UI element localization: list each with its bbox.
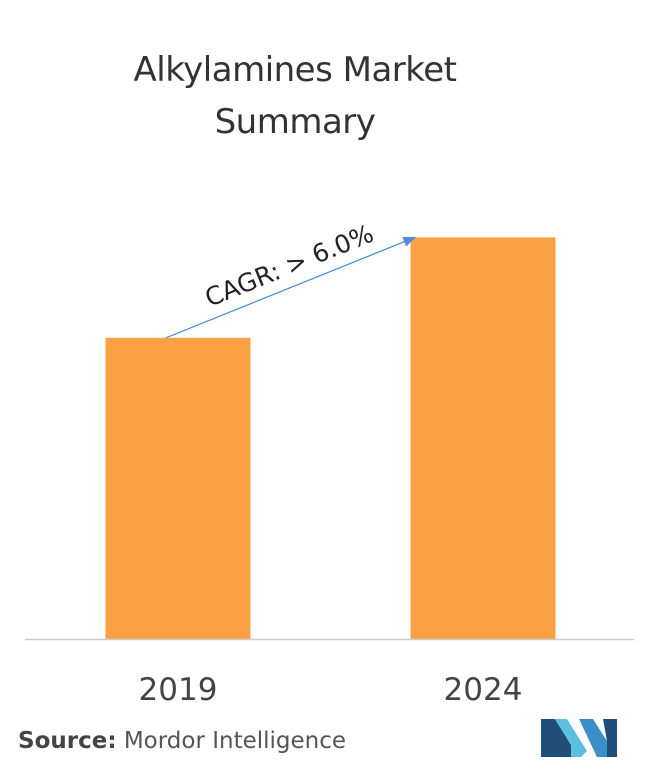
source-note: Source: Mordor Intelligence [18, 728, 346, 754]
bar-2024 [410, 237, 556, 639]
bar-2019 [105, 337, 251, 639]
x-tick-label-2019: 2019 [139, 672, 218, 708]
source-label: Source: [18, 728, 117, 754]
source-text: Mordor Intelligence [123, 728, 347, 754]
chart-title-line2: Summary [214, 102, 376, 142]
x-tick-label-2024: 2024 [444, 672, 523, 708]
chart-title: Alkylamines Market Summary [0, 44, 590, 148]
cagr-annotation: CAGR: > 6.0% [201, 219, 378, 313]
chart-title-line1: Alkylamines Market [133, 50, 457, 90]
cagr-arrow [165, 236, 417, 339]
mordor-logo-icon [541, 719, 617, 757]
